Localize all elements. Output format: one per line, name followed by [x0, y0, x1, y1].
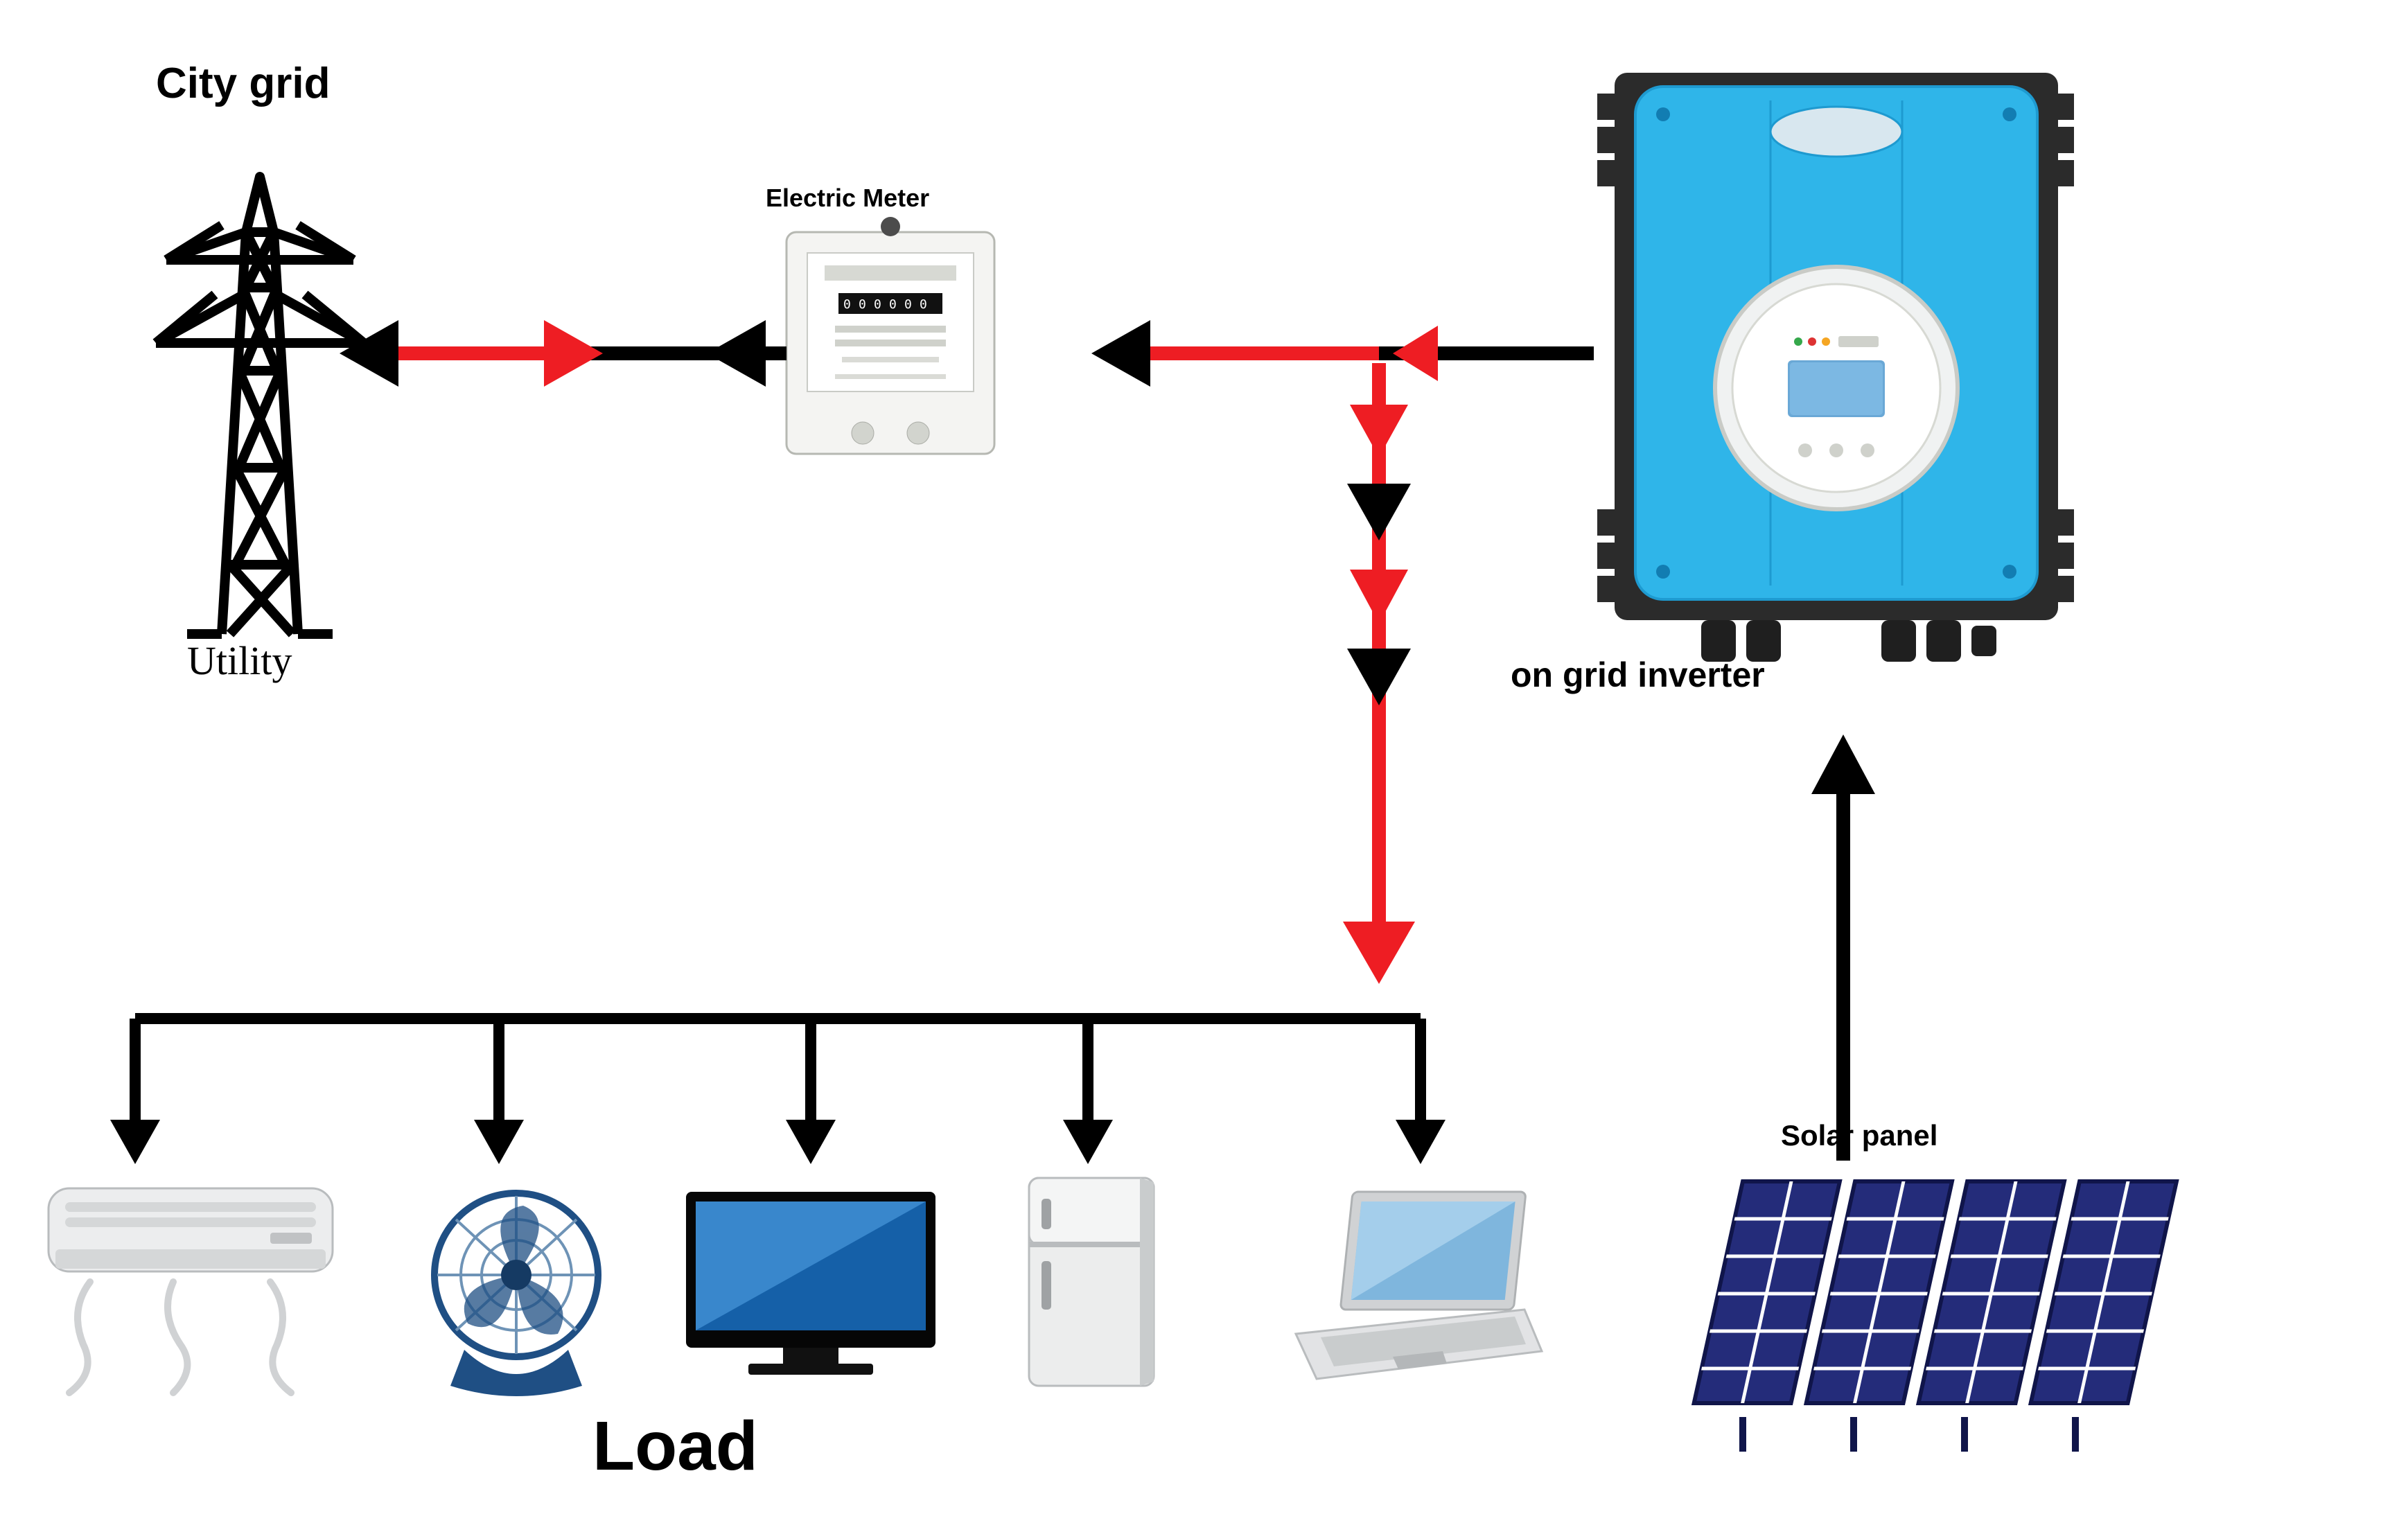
- svg-text:0: 0: [843, 297, 851, 312]
- utility-label: Utility: [187, 637, 292, 684]
- flow-inverter-left-red: [1136, 346, 1379, 360]
- down-arrow-red-1: [1350, 405, 1408, 457]
- air-conditioner-icon: [49, 1188, 333, 1393]
- down-arrow-red-final: [1343, 922, 1415, 984]
- svg-text:0: 0: [859, 297, 866, 312]
- svg-text:0: 0: [874, 297, 881, 312]
- electric-meter-label: Electric Meter: [766, 184, 929, 213]
- flow-inverter-left-black: [1379, 346, 1594, 360]
- load-bus-line: [135, 1013, 1421, 1024]
- diagram-stage: 000 000: [0, 0, 2408, 1514]
- arrow-black-into-tower: [340, 320, 398, 387]
- on-grid-inverter-label: on grid inverter: [1511, 655, 1765, 695]
- laptop-icon: [1296, 1192, 1542, 1379]
- tv-icon: [686, 1192, 935, 1375]
- down-arrow-red-2: [1350, 570, 1408, 624]
- arrow-red-1: [1393, 326, 1438, 381]
- solar-panel-icon: [1694, 1181, 2177, 1452]
- arrow-solar-into-inverter: [1811, 734, 1875, 794]
- flow-meter-left-black: [586, 346, 786, 360]
- arrow-black-post-meter: [707, 320, 766, 387]
- fridge-icon: [1029, 1178, 1154, 1386]
- down-arrow-black-1: [1347, 484, 1411, 540]
- flow-solar-up: [1836, 766, 1850, 1161]
- svg-text:0: 0: [920, 297, 927, 312]
- flow-meter-left-red: [385, 346, 558, 360]
- electric-meter-icon: 000 000: [786, 217, 994, 454]
- svg-text:0: 0: [904, 297, 912, 312]
- arrow-black-into-meter: [1091, 320, 1150, 387]
- city-grid-label: City grid: [156, 59, 330, 108]
- load-label: Load: [592, 1407, 758, 1486]
- flow-junction-down-redline: [1372, 363, 1386, 945]
- inverter-icon: [1597, 73, 2074, 662]
- transmission-tower-icon: [156, 177, 364, 634]
- arrow-red-opposing: [544, 320, 603, 387]
- load-drops: [110, 1019, 1445, 1164]
- solar-panel-label: Solar panel: [1781, 1119, 1937, 1152]
- down-arrow-black-2: [1347, 649, 1411, 705]
- svg-text:0: 0: [889, 297, 897, 312]
- fan-icon: [434, 1193, 598, 1396]
